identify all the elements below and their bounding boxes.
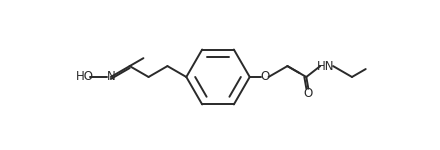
Text: N: N	[106, 70, 115, 84]
Text: HO: HO	[76, 70, 94, 84]
Text: O: O	[260, 70, 269, 84]
Text: HN: HN	[316, 60, 334, 73]
Text: O: O	[304, 87, 313, 100]
